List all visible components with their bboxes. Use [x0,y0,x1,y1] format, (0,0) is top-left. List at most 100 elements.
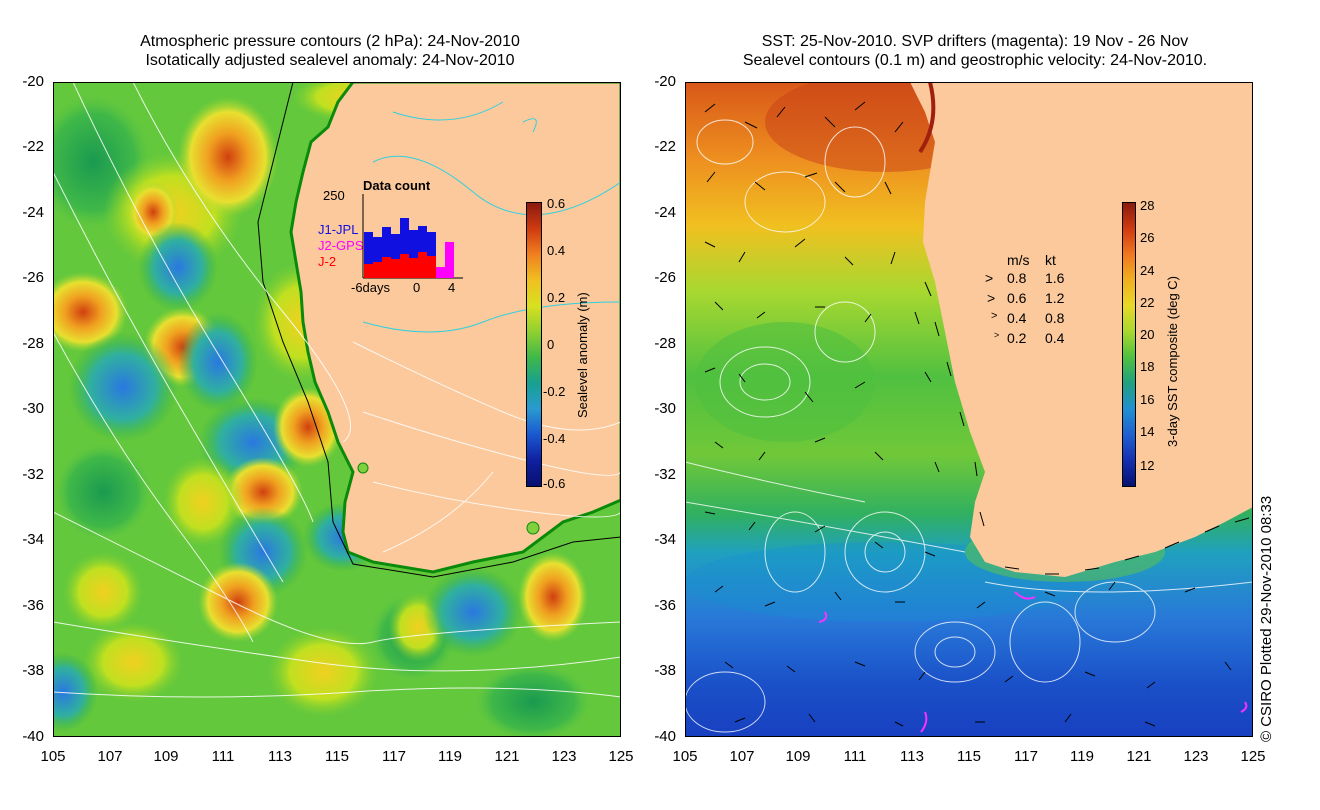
left-xtick-6: 117 [382,748,406,765]
left-ytick-7: -34 [22,531,44,548]
right-xtick-1: 107 [729,748,755,765]
left-xtick-2: 109 [153,748,179,765]
left-xtick-8: 121 [494,748,520,765]
right-ytick-5: -30 [654,400,676,417]
right-ytick-10: -40 [654,728,676,745]
left-xtick-3: 111 [211,748,235,765]
sla-tick-4: -0.2 [543,384,566,399]
left-ytick-0: -20 [22,73,44,90]
right-xtick-10: 125 [1240,748,1266,765]
right-xtick-0: 105 [672,748,698,765]
right-xtick-4: 113 [900,748,924,765]
left-xtick-0: 105 [40,748,66,765]
right-title-line2: Sealevel contours (0.1 m) and geostrophi… [742,52,1208,69]
right-ytick-9: -38 [654,662,676,679]
right-title-line1: SST: 25-Nov-2010. SVP drifters (magenta)… [761,33,1189,50]
inset-ymax: 250 [323,188,345,203]
velocity-legend: m/s kt > 0.8 1.6 > 0.6 1.2 > 0.4 0.8 > 0… [985,252,1095,352]
left-ytick-10: -40 [22,728,44,745]
left-xtick-5: 115 [325,748,349,765]
left-ytick-2: -24 [22,204,44,221]
left-ytick-4: -28 [22,335,44,352]
left-ytick-3: -26 [22,269,44,286]
inset-xlabel-start: -6days [351,280,391,295]
sst-tick-4: 20 [1140,327,1155,342]
velocity-legend-header-kt: kt [1045,252,1056,268]
right-ytick-7: -34 [654,531,676,548]
left-ytick-5: -30 [22,400,44,417]
inset-title: Data count [363,178,431,193]
left-xtick-10: 125 [608,748,634,765]
sst-tick-6: 16 [1140,392,1155,407]
right-xtick-7: 119 [1070,748,1094,765]
sst-tick-1: 26 [1140,230,1155,245]
australia-land-right [910,82,1253,577]
right-ytick-6: -32 [654,466,676,483]
right-xtick-6: 117 [1014,748,1038,765]
left-map: Data count 250 J1-JPL J2-GPS J-2 -6days … [53,82,621,737]
right-xtick-5: 115 [957,748,981,765]
right-map: m/s kt > 0.8 1.6 > 0.6 1.2 > 0.4 0.8 > 0… [685,82,1253,737]
right-xtick-2: 109 [785,748,811,765]
left-xtick-7: 119 [438,748,462,765]
velocity-row-3-kt: 0.4 [1045,330,1065,346]
sst-tick-0: 28 [1140,198,1155,213]
left-xtick-9: 123 [551,748,577,765]
sst-tick-5: 18 [1140,359,1155,374]
left-title-line1: Atmospheric pressure contours (2 hPa): 2… [140,33,520,50]
velocity-row-1-kt: 1.2 [1045,290,1065,306]
sla-tick-3: 0 [547,337,555,352]
inset-legend-j2: J-2 [318,254,337,269]
velocity-arrow-0: > [985,270,994,286]
velocity-row-0-kt: 1.6 [1045,270,1065,286]
sst-colorbar [1122,202,1136,487]
right-axis-frame [685,82,1253,737]
sst-tick-8: 12 [1140,458,1155,473]
velocity-vectors [704,101,1250,727]
sst-map [685,82,1253,737]
velocity-row-0-ms: 0.8 [1007,270,1027,286]
inset-bars [362,194,463,279]
inset-legend-j2gps: J2-GPS [318,238,364,253]
sla-tick-0: 0.6 [547,196,566,211]
left-title: Atmospheric pressure contours (2 hPa): 2… [60,32,600,70]
left-ytick-1: -22 [22,138,44,155]
velocity-arrow-1: > [987,290,996,306]
inset-legend-j1: J1-JPL [318,222,359,237]
velocity-arrow-2: > [991,310,998,322]
right-title: SST: 25-Nov-2010. SVP drifters (magenta)… [655,32,1295,70]
inset-xlabel-zero: 0 [413,280,421,295]
right-ytick-0: -20 [654,73,676,90]
sla-tick-5: -0.4 [543,431,566,446]
left-axis-frame [53,82,621,737]
left-title-line2: Isotatically adjusted sealevel anomaly: … [145,52,515,69]
right-ytick-3: -26 [654,269,676,286]
velocity-arrow-3: > [994,330,1000,340]
left-ytick-8: -36 [22,597,44,614]
velocity-row-3-ms: 0.2 [1007,330,1027,346]
left-xtick-4: 113 [268,748,292,765]
right-ytick-1: -22 [654,138,676,155]
right-xtick-3: 111 [843,748,867,765]
sla-colorbar [526,202,542,487]
left-ytick-6: -32 [22,466,44,483]
right-ytick-8: -36 [654,597,676,614]
right-xtick-8: 121 [1126,748,1152,765]
sla-tick-2: 0.2 [547,290,566,305]
sst-tick-3: 22 [1140,295,1155,310]
credit-text: © CSIRO Plotted 29-Nov-2010 08:33 [1258,495,1275,742]
sla-tick-1: 0.4 [547,243,566,258]
inset-xlabel-end: 4 [448,280,456,295]
sst-tick-2: 24 [1140,263,1155,278]
sst-tick-7: 14 [1140,424,1155,439]
right-ytick-4: -28 [654,335,676,352]
left-xtick-1: 107 [97,748,123,765]
sla-tick-6: -0.6 [543,476,566,491]
velocity-row-2-kt: 0.8 [1045,310,1065,326]
right-ytick-2: -24 [654,204,676,221]
data-count-inset: Data count 250 J1-JPL J2-GPS J-2 -6days … [298,178,488,295]
velocity-row-1-ms: 0.6 [1007,290,1027,306]
velocity-row-2-ms: 0.4 [1007,310,1027,326]
velocity-legend-header-ms: m/s [1007,252,1030,268]
left-ytick-9: -38 [22,662,44,679]
